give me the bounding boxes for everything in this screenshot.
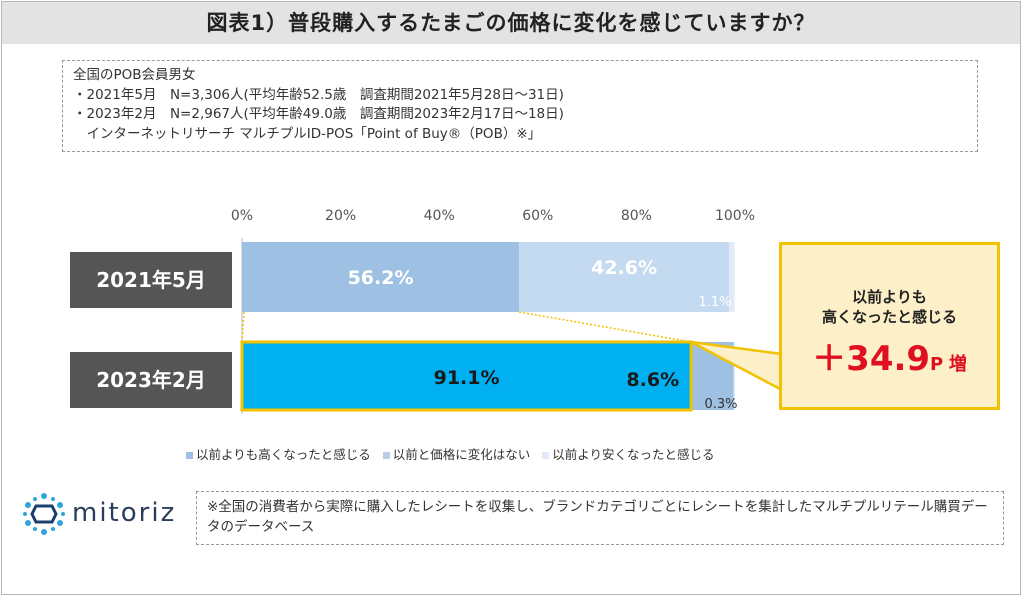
data-label: 1.1% [698, 295, 731, 310]
highlight-border [240, 340, 693, 412]
data-label: 8.6% [626, 369, 679, 391]
bar-segment [242, 242, 520, 312]
increase-callout: 以前よりも 高くなったと感じる ＋34.9P 増 [779, 242, 1000, 410]
x-tick-label: 40% [424, 208, 455, 224]
x-tick-label: 80% [621, 208, 652, 224]
logo-text: mitoriz [72, 498, 177, 528]
callout-figure: ＋34.9P 増 [782, 331, 997, 380]
x-tick-label: 60% [522, 208, 553, 224]
bar-segment [733, 342, 735, 410]
survey-line: インターネットリサーチ マルチプルID-POS「Point of Buy®（PO… [73, 125, 542, 142]
bar-segment [729, 242, 735, 312]
x-tick-label: 0% [231, 208, 253, 224]
legend-item: 以前よりも高くなったと感じる [186, 444, 371, 463]
callout-number: ＋34.9 [812, 339, 931, 379]
legend-item: 以前と価格に変化はない [382, 444, 531, 463]
survey-line: ・2023年2月 N=2,967人(平均年齢49.0歳 調査期間2023年2月1… [73, 106, 564, 122]
legend-label: 以前より安くなったと感じる [552, 447, 715, 462]
category-label-2023: 2023年2月 [70, 352, 232, 408]
category-label-2021: 2021年5月 [70, 252, 232, 308]
callout-suffix: 増 [948, 354, 967, 375]
callout-unit: P [930, 354, 944, 375]
connector-line [241, 311, 245, 343]
mitoriz-logo: mitoriz [20, 490, 190, 542]
survey-line: 全国のPOB会員男女 [73, 67, 196, 83]
x-tick-label: 100% [715, 208, 755, 224]
survey-line: ・2021年5月 N=3,306人(平均年齢52.5歳 調査期間2021年5月2… [73, 86, 564, 103]
figure-title: 図表1）普段購入するたまごの価格に変化を感じていますか？ [2, 2, 1020, 44]
footnote-box: ※全国の消費者から実際に購入したレシートを収集し、ブランドカテゴリごとにレシート… [196, 491, 1004, 545]
legend-label: 以前よりも高くなったと感じる [196, 447, 371, 462]
data-label: 42.6% [591, 257, 657, 279]
bar-segment [242, 342, 692, 410]
data-label: 56.2% [348, 267, 414, 289]
legend-item: 以前より安くなったと感じる [542, 444, 715, 463]
logo-mark-icon [23, 493, 65, 535]
callout-line2: 高くなったと感じる [821, 308, 957, 326]
data-label: 0.3% [704, 397, 737, 412]
legend-swatch [382, 452, 390, 459]
chart-legend: 以前よりも高くなったと感じる 以前と価格に変化はない 以前より安くなったと感じる [186, 444, 723, 463]
bar-segment [519, 242, 730, 312]
connector-line [518, 311, 692, 343]
legend-swatch [186, 452, 193, 459]
callout-line1: 以前よりも [852, 288, 927, 306]
legend-swatch [542, 452, 550, 459]
data-label: 91.1% [434, 367, 500, 389]
legend-label: 以前と価格に変化はない [392, 447, 531, 462]
survey-info-box: 全国のPOB会員男女 ・2021年5月 N=3,306人(平均年齢52.5歳 調… [62, 60, 978, 152]
x-tick-label: 20% [325, 208, 356, 224]
